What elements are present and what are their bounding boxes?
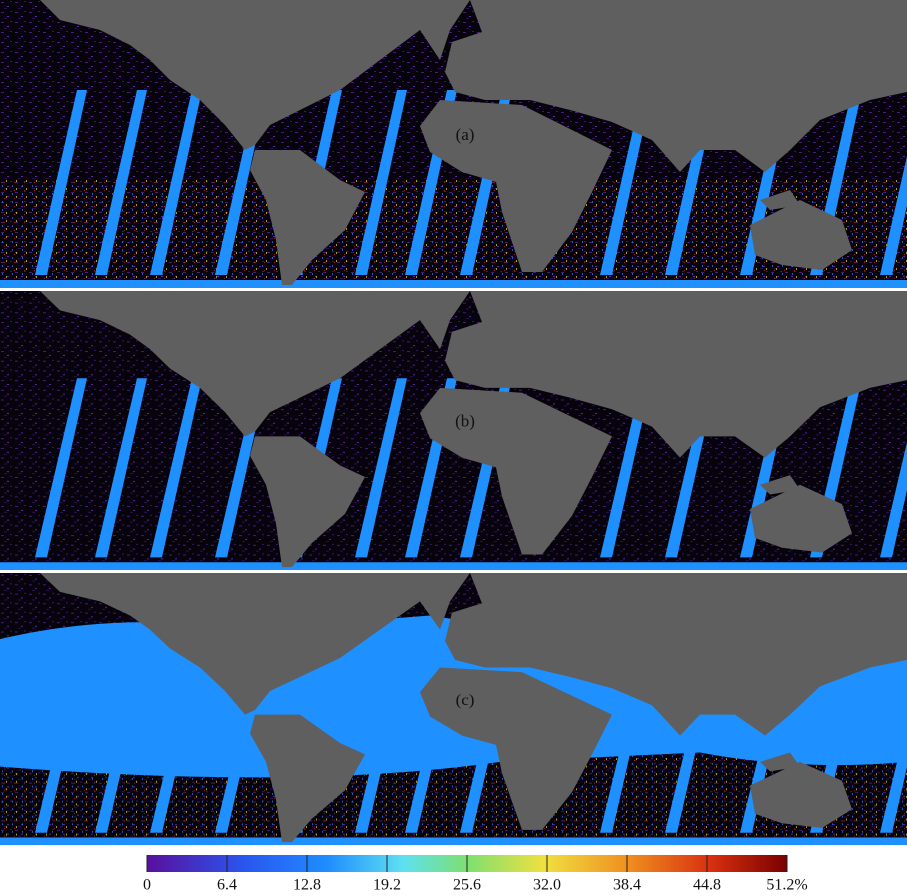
swath-gap bbox=[95, 90, 147, 275]
colorbar-tick-label: 32.0 bbox=[533, 877, 561, 894]
map-panel: (b) bbox=[0, 291, 907, 570]
swath-gap bbox=[880, 156, 907, 275]
swath-gap bbox=[600, 90, 652, 275]
map-panel: (c) bbox=[0, 573, 907, 845]
colorbar-tick-label: 51.2% bbox=[766, 877, 807, 894]
swath-gap bbox=[150, 658, 202, 833]
swath-gap bbox=[600, 378, 652, 558]
swath-gap bbox=[35, 90, 87, 275]
panel-label: (a) bbox=[456, 125, 475, 144]
swath-gap bbox=[355, 378, 407, 558]
colorbar-tick-label: 25.6 bbox=[453, 877, 481, 894]
swath-gap bbox=[35, 658, 87, 833]
swath-gap bbox=[355, 658, 407, 833]
colorbar-tick-label: 6.4 bbox=[217, 877, 237, 894]
panel-label: (c) bbox=[456, 691, 475, 709]
swath-gap bbox=[95, 658, 147, 833]
colorbar-tick-label: 0 bbox=[143, 877, 151, 894]
map-panel: (a) bbox=[0, 0, 907, 288]
panels: (a) (b) (c) bbox=[0, 0, 907, 845]
bottom-strip bbox=[0, 280, 907, 288]
swath-gap bbox=[150, 90, 202, 275]
swath-gap bbox=[600, 658, 652, 833]
swath-gap bbox=[150, 378, 202, 558]
swath-gap bbox=[35, 378, 87, 558]
bottom-strip bbox=[0, 837, 907, 845]
colorbar-tick-label: 44.8 bbox=[693, 877, 721, 894]
panel-label: (b) bbox=[455, 412, 475, 431]
swath-gap bbox=[95, 378, 147, 558]
colorbar-tick-label: 38.4 bbox=[613, 877, 641, 894]
bottom-strip bbox=[0, 562, 907, 570]
colorbar-tick-label: 19.2 bbox=[373, 877, 401, 894]
swath-gap bbox=[355, 90, 407, 275]
colorbar-tick-label: 12.8 bbox=[293, 877, 321, 894]
